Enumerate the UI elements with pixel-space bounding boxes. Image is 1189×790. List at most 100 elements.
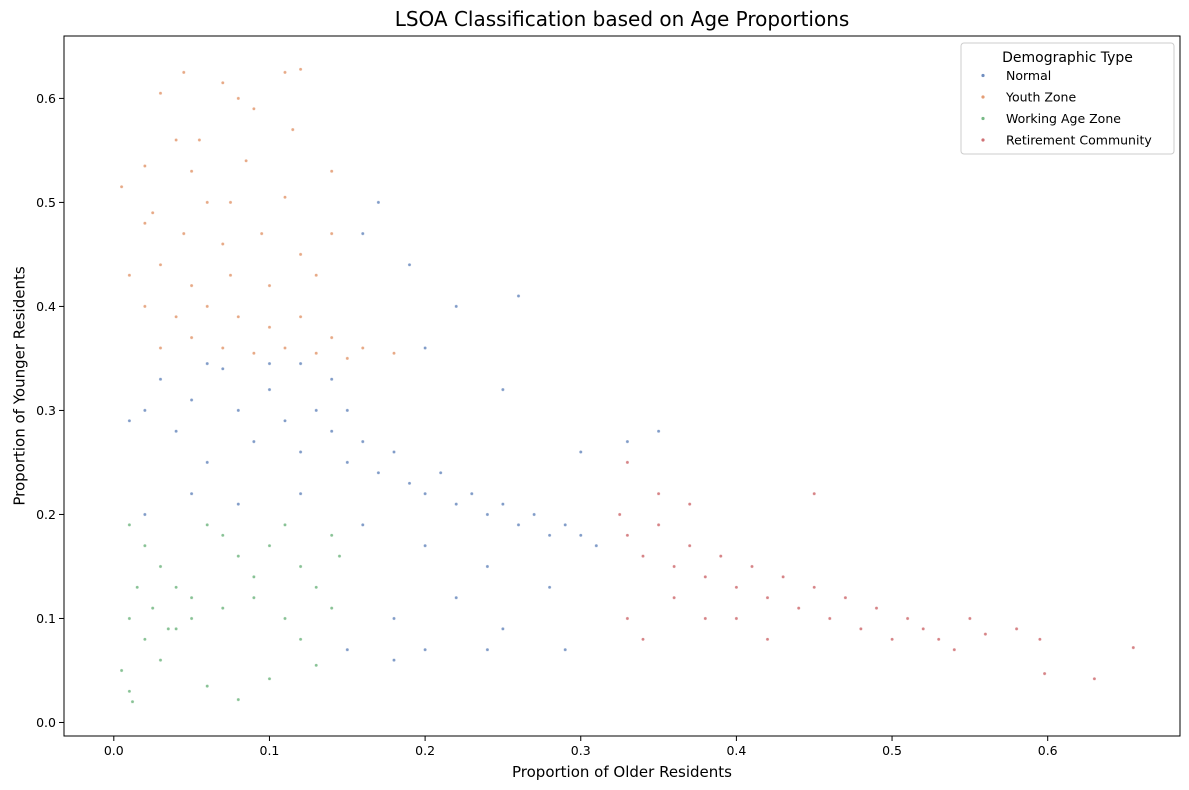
data-point-working-age-zone xyxy=(127,523,132,527)
data-point-working-age-zone xyxy=(236,697,241,702)
data-point-normal xyxy=(252,439,256,444)
data-point-retirement-community xyxy=(1092,677,1097,681)
data-point-working-age-zone xyxy=(252,575,256,579)
data-point-working-age-zone xyxy=(329,606,334,610)
data-point-youth-zone xyxy=(345,356,350,361)
y-tick-label: 0.4 xyxy=(36,299,56,314)
data-point-normal xyxy=(501,502,505,506)
data-point-retirement-community xyxy=(1038,637,1042,642)
data-point-normal xyxy=(423,647,427,652)
data-point-working-age-zone xyxy=(166,627,171,631)
data-point-normal xyxy=(143,512,147,517)
data-point-retirement-community xyxy=(625,460,630,465)
x-tick-label: 0.0 xyxy=(104,743,124,758)
data-point-normal xyxy=(454,595,458,600)
data-point-youth-zone xyxy=(298,252,303,257)
legend-items: Normal Youth Zone Working Age Zone Retireme… xyxy=(981,68,1152,148)
data-point-normal xyxy=(501,627,505,631)
data-point-normal xyxy=(158,377,163,381)
data-point-normal xyxy=(314,408,318,413)
data-point-normal xyxy=(221,367,225,371)
data-point-normal xyxy=(345,460,350,465)
data-point-normal xyxy=(376,471,381,475)
data-point-normal xyxy=(143,408,147,413)
data-point-youth-zone xyxy=(228,273,233,277)
data-point-retirement-community xyxy=(719,554,723,558)
data-point-working-age-zone xyxy=(205,523,209,527)
data-point-retirement-community xyxy=(703,616,708,621)
y-tick-label: 0.3 xyxy=(36,403,56,418)
data-point-retirement-community xyxy=(625,616,630,621)
data-point-normal xyxy=(189,491,194,496)
data-point-retirement-community xyxy=(672,595,676,600)
data-point-youth-zone xyxy=(298,315,303,319)
data-point-youth-zone xyxy=(189,169,194,173)
data-point-youth-zone xyxy=(205,304,209,309)
y-axis-title: Proportion of Younger Residents xyxy=(11,266,29,506)
data-point-working-age-zone xyxy=(158,564,163,569)
data-point-youth-zone xyxy=(228,200,233,205)
data-point-retirement-community xyxy=(656,491,661,496)
data-point-working-age-zone xyxy=(283,523,287,527)
legend-marker xyxy=(981,73,985,78)
legend: Demographic Type Normal Youth Zone Working… xyxy=(960,42,1175,155)
data-point-youth-zone xyxy=(259,231,264,236)
data-point-youth-zone xyxy=(283,346,287,350)
data-point-normal xyxy=(236,502,241,506)
data-point-normal xyxy=(298,491,303,496)
data-point-normal xyxy=(516,294,521,298)
data-point-working-age-zone xyxy=(267,543,272,548)
data-point-youth-zone xyxy=(283,195,287,199)
data-point-working-age-zone xyxy=(174,627,178,631)
data-point-normal xyxy=(485,647,490,652)
data-point-retirement-community xyxy=(968,616,972,621)
data-point-working-age-zone xyxy=(143,637,147,642)
data-point-retirement-community xyxy=(828,616,832,621)
data-point-retirement-community xyxy=(781,575,785,579)
x-axis-ticks: 0.0 0.1 0.2 0.3 0.4 0.5 0.6 xyxy=(104,736,1058,758)
data-point-working-age-zone xyxy=(189,595,194,600)
data-point-normal xyxy=(625,439,630,444)
data-point-retirement-community xyxy=(703,575,708,579)
data-point-normal xyxy=(361,523,365,527)
data-point-youth-zone xyxy=(252,107,256,111)
data-point-youth-zone xyxy=(267,325,272,329)
x-tick-label: 0.5 xyxy=(882,743,902,758)
data-point-normal xyxy=(407,481,412,486)
data-point-retirement-community xyxy=(641,554,645,558)
data-point-youth-zone xyxy=(361,346,365,350)
data-point-youth-zone xyxy=(221,81,225,85)
y-tick-label: 0.5 xyxy=(36,195,56,210)
data-point-youth-zone xyxy=(392,351,396,355)
data-point-retirement-community xyxy=(672,564,676,569)
data-point-retirement-community xyxy=(765,637,770,642)
data-point-youth-zone xyxy=(189,283,194,288)
data-point-youth-zone xyxy=(189,335,194,340)
data-point-youth-zone xyxy=(197,138,202,142)
data-point-working-age-zone xyxy=(283,616,287,621)
legend-marker xyxy=(981,116,985,121)
data-point-retirement-community xyxy=(1131,645,1136,650)
data-point-retirement-community xyxy=(734,616,739,621)
x-tick-label: 0.3 xyxy=(571,743,591,758)
data-point-normal xyxy=(423,491,427,496)
data-point-working-age-zone xyxy=(205,684,209,688)
data-point-youth-zone xyxy=(329,169,334,173)
x-tick-label: 0.2 xyxy=(415,743,435,758)
data-point-working-age-zone xyxy=(252,595,256,600)
data-point-retirement-community xyxy=(617,512,622,517)
y-tick-label: 0.0 xyxy=(36,715,56,730)
data-point-retirement-community xyxy=(765,595,770,600)
data-point-normal xyxy=(563,523,567,527)
data-point-retirement-community xyxy=(859,627,863,631)
data-point-working-age-zone xyxy=(314,585,318,590)
y-axis-ticks: 0.0 0.1 0.2 0.3 0.4 0.5 0.6 xyxy=(36,91,64,730)
data-point-youth-zone xyxy=(158,263,163,267)
legend-label: Youth Zone xyxy=(1005,90,1076,105)
data-point-youth-zone xyxy=(244,159,248,163)
data-point-normal xyxy=(392,616,396,621)
data-point-working-age-zone xyxy=(221,533,225,538)
data-point-retirement-community xyxy=(905,616,910,621)
data-point-youth-zone xyxy=(236,96,241,101)
